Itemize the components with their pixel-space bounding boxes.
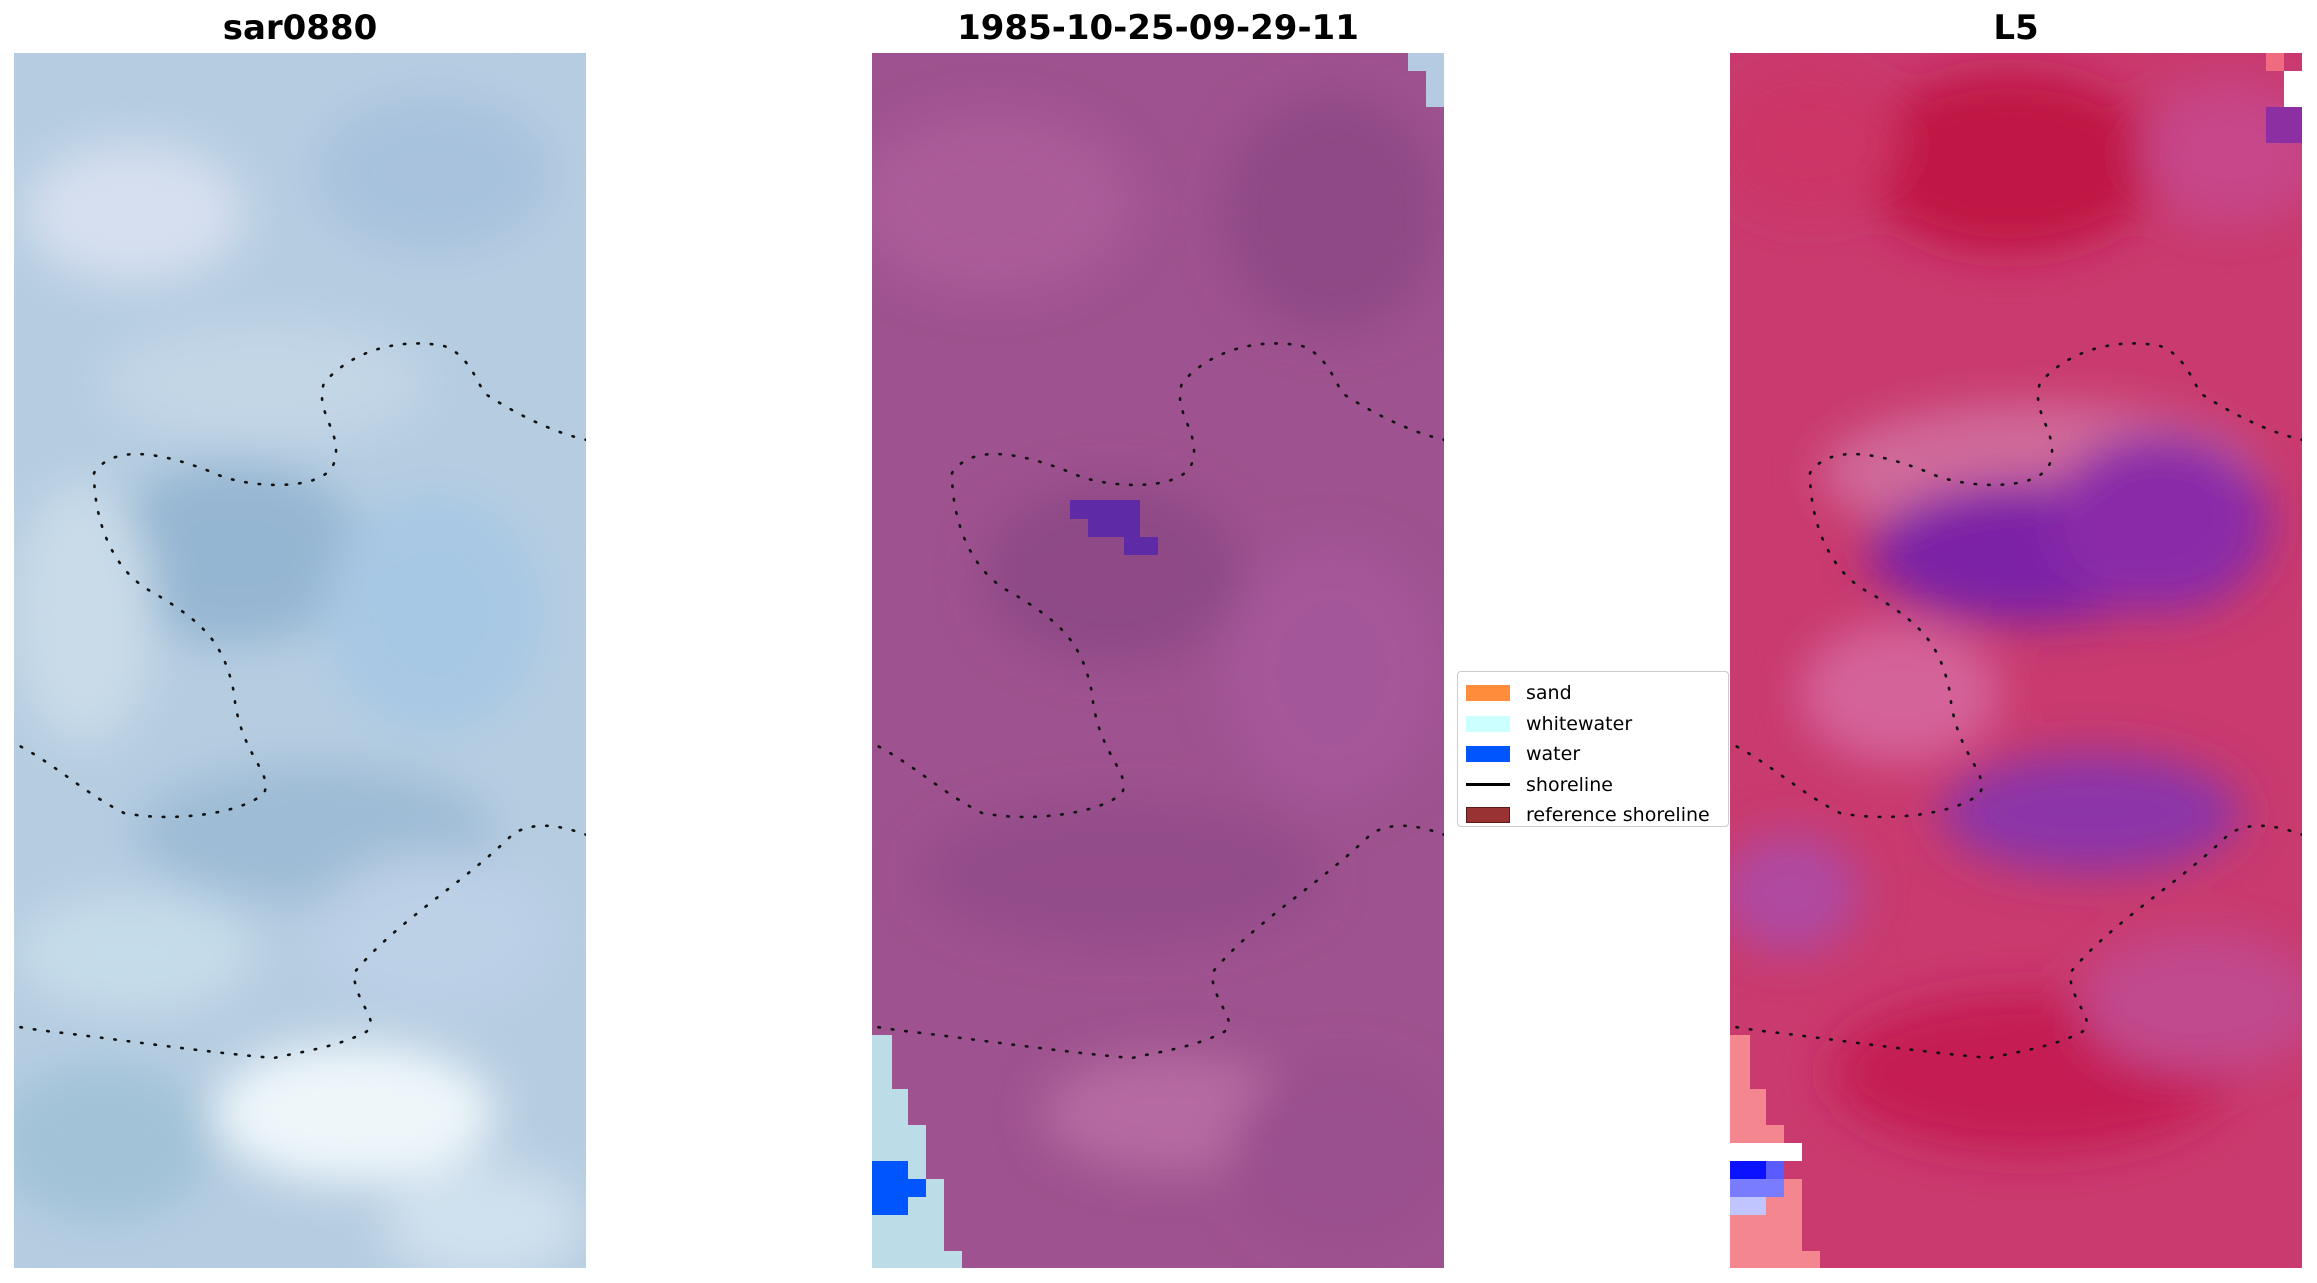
reference-shoreline-swatch bbox=[1466, 807, 1510, 824]
panel-title-rgb: sar0880 bbox=[222, 8, 378, 48]
legend-item-sand: sand bbox=[1466, 678, 1720, 709]
index-image bbox=[1730, 53, 2302, 1268]
legend-label: sand bbox=[1526, 682, 1572, 705]
whitewater-swatch bbox=[1466, 715, 1510, 732]
sand-swatch bbox=[1466, 685, 1510, 702]
panel-title-classified: 1985-10-25-09-29-11 bbox=[957, 8, 1359, 48]
legend-item-water: water bbox=[1466, 739, 1720, 770]
rgb-image bbox=[14, 53, 586, 1268]
rgb-image-panel bbox=[14, 53, 586, 1268]
legend-label: reference shoreline bbox=[1526, 804, 1710, 827]
legend: sand whitewater water shoreline referenc… bbox=[1457, 671, 1729, 827]
shoreline-swatch bbox=[1466, 783, 1510, 787]
classified-image-panel bbox=[872, 53, 1444, 1268]
legend-item-whitewater: whitewater bbox=[1466, 709, 1720, 740]
water-swatch bbox=[1466, 746, 1510, 763]
panel-title-index: L5 bbox=[1993, 8, 2039, 48]
legend-label: water bbox=[1526, 743, 1581, 766]
index-image-panel bbox=[1730, 53, 2302, 1268]
legend-item-shoreline: shoreline bbox=[1466, 770, 1720, 801]
classified-image bbox=[872, 53, 1444, 1268]
legend-item-reference-shoreline: reference shoreline bbox=[1466, 800, 1720, 831]
legend-label: whitewater bbox=[1526, 712, 1633, 735]
legend-label: shoreline bbox=[1526, 773, 1613, 796]
